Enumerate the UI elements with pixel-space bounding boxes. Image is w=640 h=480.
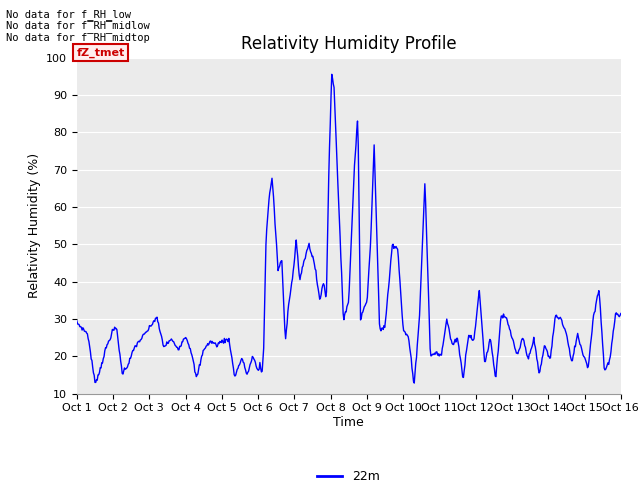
Text: No data for f̅RH̅midtop: No data for f̅RH̅midtop: [6, 33, 150, 43]
Title: Relativity Humidity Profile: Relativity Humidity Profile: [241, 35, 456, 53]
Text: No data for f̅RH̅midlow: No data for f̅RH̅midlow: [6, 21, 150, 31]
X-axis label: Time: Time: [333, 416, 364, 429]
Legend: 22m: 22m: [312, 465, 385, 480]
Text: No data for f_RH_low: No data for f_RH_low: [6, 9, 131, 20]
Text: fZ_tmet: fZ_tmet: [77, 48, 125, 58]
Y-axis label: Relativity Humidity (%): Relativity Humidity (%): [28, 153, 40, 298]
